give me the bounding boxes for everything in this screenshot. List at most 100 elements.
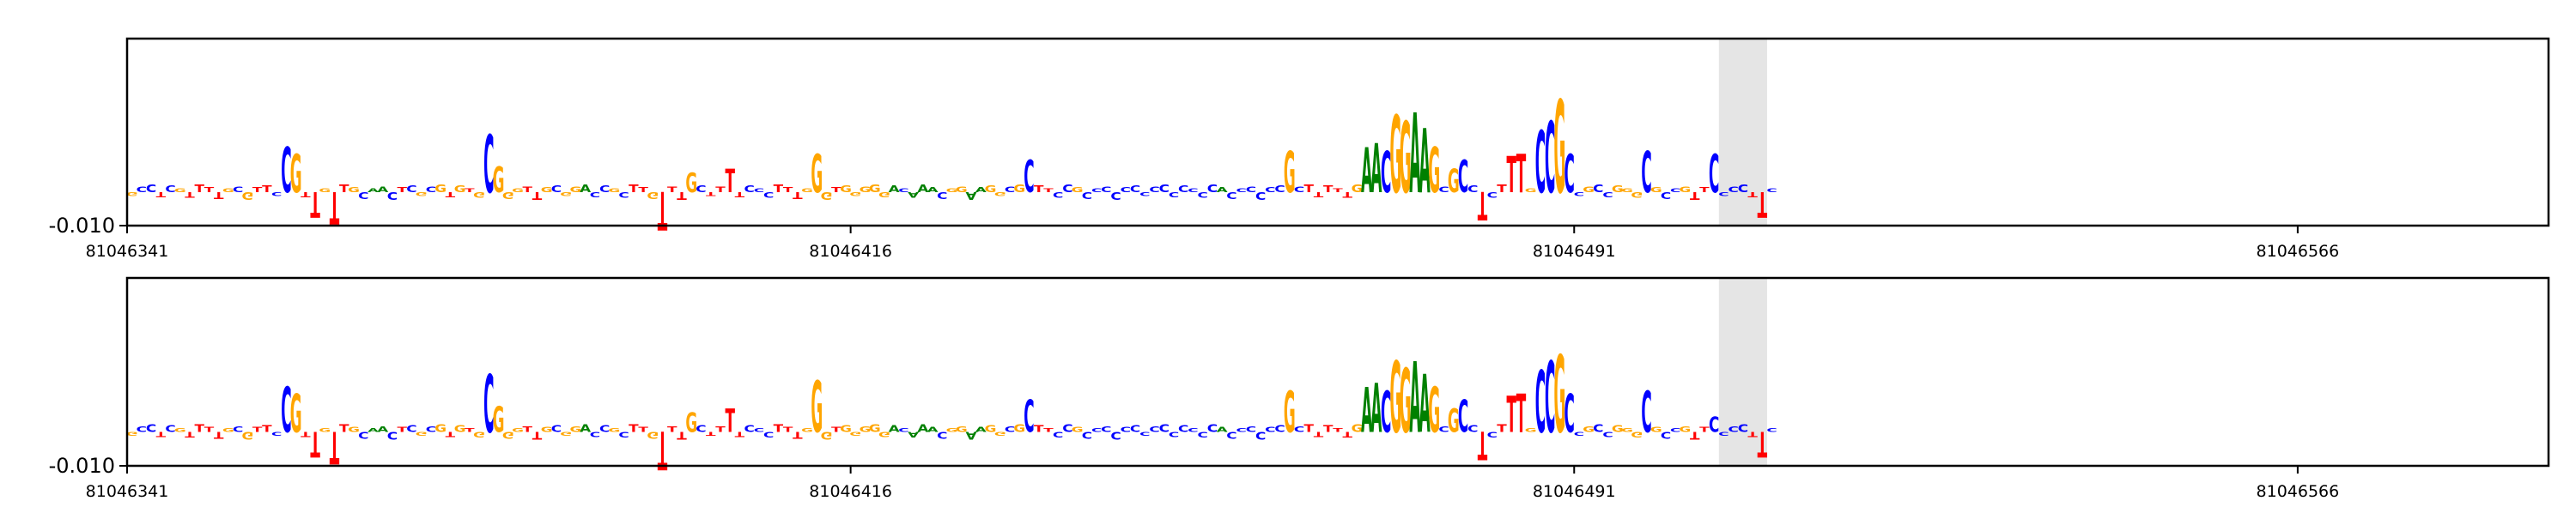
logo-letter-C: C xyxy=(1738,183,1748,195)
x-tick-label: 81046491 xyxy=(1533,482,1616,501)
logo-letter-T: T xyxy=(1699,186,1710,194)
x-tick-label: 81046566 xyxy=(2257,242,2340,261)
logo-letter-T: T xyxy=(1758,423,1768,463)
logo-letter-T: T xyxy=(204,186,215,194)
logo-letter-T: T xyxy=(667,185,677,195)
logo-letter-G: G xyxy=(956,185,968,195)
logo-letter-G: G xyxy=(1631,190,1643,199)
logo-letter-T: T xyxy=(1034,184,1044,195)
logo-letter-C: C xyxy=(281,136,291,208)
logo-letter-G: G xyxy=(348,426,360,434)
logo-letter-G: G xyxy=(840,424,852,434)
logo-letter-C: C xyxy=(1207,183,1218,195)
logo-letter-T: T xyxy=(532,189,542,201)
logo-letter-G: G xyxy=(502,190,514,200)
logo-letter-G: G xyxy=(126,190,138,196)
logo-letter-G: G xyxy=(473,430,485,439)
logo-letter-G: G xyxy=(1072,426,1084,434)
logo-letter-T: T xyxy=(1333,187,1343,193)
logo-letter-G: G xyxy=(608,187,620,193)
logo-letter-C: C xyxy=(146,183,156,195)
logo-letter-C: C xyxy=(1641,380,1651,446)
logo-letter-A: A xyxy=(966,429,978,441)
logo-letter-A: A xyxy=(368,427,379,433)
logo-letter-C: C xyxy=(1139,190,1150,196)
logo-letter-C: C xyxy=(1130,184,1140,195)
x-axis: 81046341 81046416 81046491 81046566 xyxy=(86,466,2339,501)
logo-letter-C: C xyxy=(1265,186,1275,194)
logo-letter-G: G xyxy=(454,184,466,195)
logo-letter-C: C xyxy=(165,184,175,195)
logo-letter-G: G xyxy=(994,190,1006,196)
logo-letter-G: G xyxy=(849,190,861,196)
logo-letter-T: T xyxy=(793,190,803,200)
logo-letter-G: G xyxy=(541,426,553,434)
logo-letter-T: T xyxy=(831,186,841,194)
logo-letter-G: G xyxy=(473,190,485,199)
x-tick-label: 81046491 xyxy=(1533,242,1616,261)
logo-letter-G: G xyxy=(1583,425,1595,434)
logo-letter-A: A xyxy=(1370,131,1382,208)
logo-letter-A: A xyxy=(1361,136,1372,208)
logo-letter-C: C xyxy=(1207,423,1218,435)
logo-letter-C: C xyxy=(1053,430,1063,439)
logo-letter-G: G xyxy=(1553,334,1565,457)
logo-letter-G: G xyxy=(647,430,659,440)
logo-letter-G: G xyxy=(126,431,138,437)
logo-letter-T: T xyxy=(629,183,638,195)
logo-letter-G: G xyxy=(242,189,254,201)
logo-letter-C: C xyxy=(1101,425,1111,434)
logo-letter-C: C xyxy=(754,187,764,193)
logo-letter-C: C xyxy=(426,185,436,195)
logo-letter-C: C xyxy=(551,184,562,195)
logo-letter-G: G xyxy=(1612,424,1624,434)
logo-letter-T: T xyxy=(446,190,456,197)
logo-letter-C: C xyxy=(1246,425,1256,434)
logo-letter-T: T xyxy=(185,190,195,199)
logo-letter-C: C xyxy=(1661,190,1671,200)
logo-letter-C: C xyxy=(599,424,610,434)
logo-letter-C: C xyxy=(1487,430,1498,439)
logo-letter-C: C xyxy=(1024,393,1034,444)
logo-letter-T: T xyxy=(793,430,803,440)
logo-letter-C: C xyxy=(937,430,947,440)
logo-letter-A: A xyxy=(1361,377,1372,448)
logo-letter-C: C xyxy=(1110,429,1121,441)
logo-letter-G: G xyxy=(1284,140,1296,206)
logo-letter-T: T xyxy=(725,402,735,440)
logo-letter-C: C xyxy=(1670,187,1680,193)
logo-letter-C: C xyxy=(763,190,774,199)
logo-letter-T: T xyxy=(465,187,475,193)
logo-letter-A: A xyxy=(908,430,920,439)
logo-letter-A: A xyxy=(975,186,987,194)
logo-letter-C: C xyxy=(1255,189,1266,201)
logo-letter-G: G xyxy=(1621,427,1633,433)
logo-letter-T: T xyxy=(783,426,793,434)
logo-letter-G: G xyxy=(1448,162,1460,200)
logo-letter-C: C xyxy=(1169,430,1179,438)
logo-letter-A: A xyxy=(927,426,939,434)
y-axis: -0.010 xyxy=(49,214,127,238)
logo-letter-T: T xyxy=(774,423,783,435)
highlight-region xyxy=(1718,39,1767,226)
x-tick-label: 81046341 xyxy=(86,482,169,501)
logo-letter-C: C xyxy=(1458,153,1468,203)
logo-letter-C: C xyxy=(137,185,147,195)
logo-letter-T: T xyxy=(339,423,349,435)
logo-letter-G: G xyxy=(493,401,505,441)
logo-letter-C: C xyxy=(1091,427,1102,433)
logo-letter-T: T xyxy=(629,423,638,435)
logo-letter-C: C xyxy=(898,187,908,193)
logo-letter-C: C xyxy=(233,185,243,195)
logo-letter-T: T xyxy=(658,179,668,241)
logo-letter-G: G xyxy=(290,383,302,444)
logo-letter-G: G xyxy=(946,187,958,193)
logo-letter-T: T xyxy=(677,429,686,441)
logo-letter-G: G xyxy=(1400,352,1412,454)
logo-letter-C: C xyxy=(406,184,416,195)
logo-letter-T: T xyxy=(1747,430,1758,438)
logo-letter-C: C xyxy=(1670,427,1680,433)
logo-letter-T: T xyxy=(1699,426,1710,434)
logo-letter-T: T xyxy=(185,430,195,439)
